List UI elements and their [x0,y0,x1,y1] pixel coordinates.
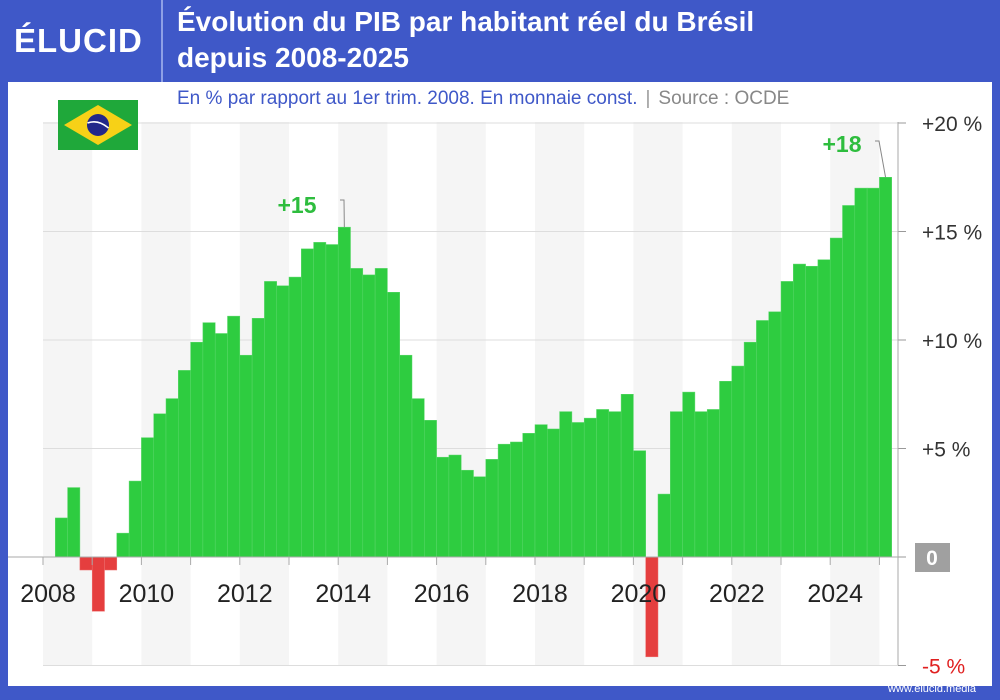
bar [264,281,276,557]
bar [314,242,326,557]
bar [793,264,805,557]
bar [683,392,695,557]
x-tick-label: 2012 [217,580,273,608]
bar [326,245,338,557]
bar [449,455,461,557]
bar [830,238,842,557]
bar [756,320,768,557]
y-tick-label: 0 [926,547,938,570]
bar [55,518,67,557]
bar [191,342,203,557]
bar [720,381,732,557]
bar [843,205,855,557]
bar [240,355,252,557]
bar [584,418,596,557]
x-tick-label: 2014 [315,580,371,608]
x-tick-label: 2024 [807,580,863,608]
bar [855,188,867,557]
bar [400,355,412,557]
x-tick-label: 2018 [512,580,568,608]
bar [80,557,92,570]
bar [806,266,818,557]
x-tick-label: 2010 [119,580,175,608]
bar [486,459,498,557]
y-tick-label: +15 % [922,222,982,245]
bar [560,412,572,557]
bar [658,494,670,557]
bar [732,366,744,557]
bar [154,414,166,557]
bar [215,333,227,557]
y-tick-label: +20 % [922,113,982,136]
bar [437,457,449,557]
bar [633,451,645,557]
brazil-flag-icon [58,100,138,150]
bar [424,420,436,557]
x-tick-label: 2020 [611,580,667,608]
bar [289,277,301,557]
bar [535,425,547,557]
bar [203,323,215,557]
bar [277,286,289,557]
bar [547,429,559,557]
y-tick-label: +10 % [922,330,982,353]
bar [879,177,891,557]
bar [412,399,424,557]
bar [744,342,756,557]
bar [228,316,240,557]
y-tick-label: -5 % [922,656,965,679]
annotation-label: +15 [277,192,316,218]
bar [387,292,399,557]
bar [117,533,129,557]
bar [597,409,609,557]
bar [178,370,190,557]
bar [351,268,363,557]
bar [105,557,117,570]
bar [670,412,682,557]
bar [141,438,153,557]
bar [621,394,633,557]
bar [523,433,535,557]
bar [338,227,350,557]
bar [707,409,719,557]
x-tick-label: 2016 [414,580,470,608]
bar [375,268,387,557]
bar [510,442,522,557]
bar [129,481,141,557]
bar [461,470,473,557]
bar [252,318,264,557]
bar-chart: +20 % +15 % +10 % +5 % 0 -5 % 2008 2010 2012 2014… [0,0,1000,700]
bar [781,281,793,557]
bar [818,260,830,557]
footer-url[interactable]: www.elucid.media [888,683,976,695]
annotation-label: +18 [822,131,861,157]
bar [68,488,80,557]
bar [695,412,707,557]
bar [867,188,879,557]
bar [301,249,313,557]
x-tick-label: 2008 [20,580,76,608]
bar [363,275,375,557]
bar [609,412,621,557]
bar [572,422,584,557]
x-tick-label: 2022 [709,580,765,608]
bar [92,557,104,611]
y-tick-label: +5 % [922,439,970,462]
bar [769,312,781,557]
bar [474,477,486,557]
bar [166,399,178,557]
bar [498,444,510,557]
